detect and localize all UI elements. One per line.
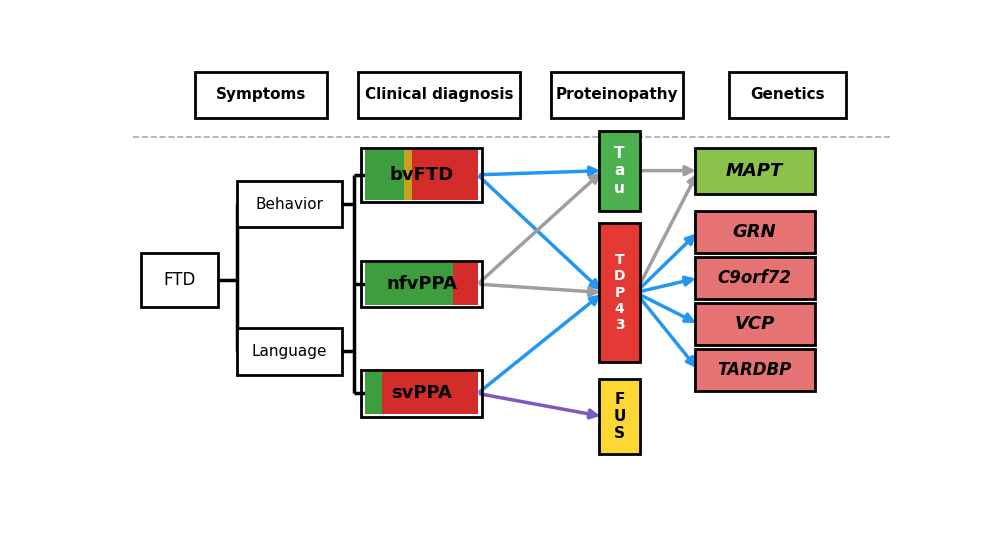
Text: Symptoms: Symptoms [215, 87, 306, 103]
Text: Clinical diagnosis: Clinical diagnosis [365, 87, 513, 103]
FancyBboxPatch shape [695, 349, 815, 391]
Text: TARDBP: TARDBP [718, 361, 792, 379]
Bar [365, 263, 453, 305]
Text: svPPA: svPPA [391, 384, 452, 402]
FancyBboxPatch shape [695, 211, 815, 253]
FancyBboxPatch shape [195, 72, 326, 118]
FancyBboxPatch shape [729, 72, 846, 118]
Text: Behavior: Behavior [256, 197, 324, 212]
Bar [453, 263, 478, 305]
Bar [404, 150, 421, 200]
Text: Proteinopathy: Proteinopathy [556, 87, 678, 103]
Text: MAPT: MAPT [726, 162, 783, 180]
Text: F
U
S: F U S [613, 391, 626, 442]
Text: GRN: GRN [733, 223, 777, 241]
FancyBboxPatch shape [695, 257, 815, 299]
FancyBboxPatch shape [237, 181, 342, 227]
Text: VCP: VCP [734, 315, 775, 333]
FancyBboxPatch shape [695, 303, 815, 345]
FancyBboxPatch shape [140, 253, 218, 307]
Text: Language: Language [252, 344, 327, 359]
Text: T
a
u: T a u [614, 146, 625, 195]
Bar [365, 372, 382, 414]
Bar [412, 150, 478, 200]
FancyBboxPatch shape [599, 379, 640, 454]
Text: nfvPPA: nfvPPA [386, 275, 457, 293]
FancyBboxPatch shape [358, 72, 520, 118]
Text: Genetics: Genetics [750, 87, 825, 103]
Text: bvFTD: bvFTD [389, 166, 454, 184]
FancyBboxPatch shape [237, 328, 342, 375]
FancyBboxPatch shape [551, 72, 683, 118]
Text: C9orf72: C9orf72 [718, 269, 792, 287]
FancyBboxPatch shape [599, 223, 640, 362]
Bar [382, 372, 478, 414]
Text: T
D
P
4
3: T D P 4 3 [614, 253, 625, 332]
FancyBboxPatch shape [599, 130, 640, 211]
FancyBboxPatch shape [695, 147, 815, 194]
Text: FTD: FTD [163, 271, 195, 289]
Bar [365, 150, 412, 200]
